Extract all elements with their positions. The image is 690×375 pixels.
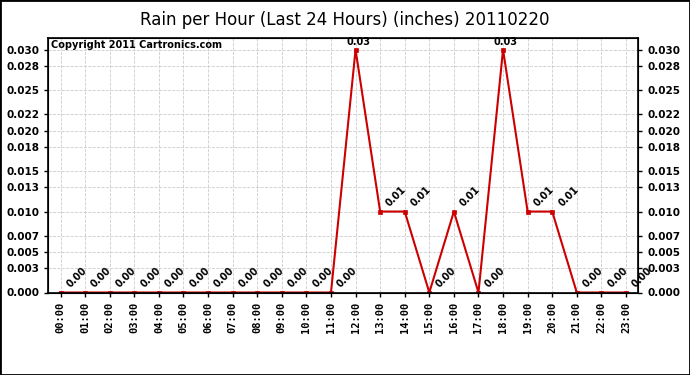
Text: 0.01: 0.01 <box>409 185 433 209</box>
Text: 0.00: 0.00 <box>188 266 212 290</box>
Text: 0.00: 0.00 <box>65 266 89 290</box>
Text: 0.00: 0.00 <box>581 266 605 290</box>
Text: 0.00: 0.00 <box>262 266 286 290</box>
Text: 0.01: 0.01 <box>532 185 556 209</box>
Text: 0.00: 0.00 <box>286 266 310 290</box>
Text: 0.00: 0.00 <box>630 266 654 290</box>
Text: 0.00: 0.00 <box>89 266 113 290</box>
Text: 0.03: 0.03 <box>346 37 371 47</box>
Text: 0.00: 0.00 <box>213 266 236 290</box>
Text: 0.01: 0.01 <box>556 185 580 209</box>
Text: 0.00: 0.00 <box>606 266 629 290</box>
Text: Rain per Hour (Last 24 Hours) (inches) 20110220: Rain per Hour (Last 24 Hours) (inches) 2… <box>140 11 550 29</box>
Text: 0.00: 0.00 <box>310 266 335 290</box>
Text: 0.00: 0.00 <box>433 266 457 290</box>
Text: 0.00: 0.00 <box>139 266 163 290</box>
Text: 0.00: 0.00 <box>163 266 187 290</box>
Text: 0.03: 0.03 <box>494 37 518 47</box>
Text: 0.01: 0.01 <box>458 185 482 209</box>
Text: 0.00: 0.00 <box>237 266 261 290</box>
Text: 0.00: 0.00 <box>482 266 506 290</box>
Text: 0.00: 0.00 <box>114 266 138 290</box>
Text: 0.00: 0.00 <box>335 266 359 290</box>
Text: 0.01: 0.01 <box>384 185 408 209</box>
Text: Copyright 2011 Cartronics.com: Copyright 2011 Cartronics.com <box>51 40 222 50</box>
